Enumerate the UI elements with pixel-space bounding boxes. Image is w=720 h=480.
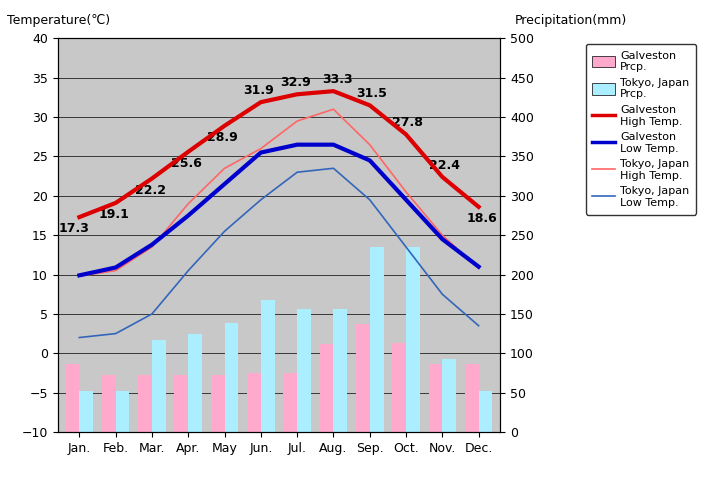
Bar	[188, 334, 202, 432]
Bar	[465, 363, 479, 432]
Bar	[211, 375, 225, 432]
Bar	[406, 247, 420, 432]
Text: 19.1: 19.1	[99, 208, 130, 221]
Text: 17.3: 17.3	[58, 222, 89, 235]
Bar	[261, 300, 274, 432]
Text: 22.4: 22.4	[428, 158, 459, 172]
Text: 25.6: 25.6	[171, 157, 202, 170]
Bar	[247, 373, 261, 432]
Bar	[225, 324, 238, 432]
Text: Temperature(℃): Temperature(℃)	[7, 14, 110, 27]
Text: 28.9: 28.9	[207, 131, 238, 144]
Bar	[356, 324, 370, 432]
Bar	[428, 363, 442, 432]
Text: 31.5: 31.5	[356, 87, 387, 100]
Bar	[102, 375, 116, 432]
Bar	[152, 340, 166, 432]
Bar	[320, 344, 333, 432]
Text: 31.9: 31.9	[243, 84, 274, 97]
Bar	[138, 375, 152, 432]
Legend: Galveston
Prcp., Tokyo, Japan
Prcp., Galveston
High Temp., Galveston
Low Temp., : Galveston Prcp., Tokyo, Japan Prcp., Gal…	[585, 44, 696, 215]
Text: 27.8: 27.8	[392, 116, 423, 129]
Bar	[392, 343, 406, 432]
Text: 18.6: 18.6	[467, 212, 498, 225]
Bar	[284, 373, 297, 432]
Bar	[116, 391, 130, 432]
Bar	[79, 391, 93, 432]
Bar	[479, 391, 492, 432]
Bar	[333, 309, 347, 432]
Bar	[174, 375, 188, 432]
Bar	[66, 363, 79, 432]
Text: 32.9: 32.9	[280, 76, 311, 89]
Text: Precipitation(mm): Precipitation(mm)	[515, 14, 627, 27]
Text: 22.2: 22.2	[135, 184, 166, 197]
Bar	[442, 359, 456, 432]
Bar	[370, 247, 384, 432]
Text: 33.3: 33.3	[322, 73, 352, 86]
Bar	[297, 309, 311, 432]
